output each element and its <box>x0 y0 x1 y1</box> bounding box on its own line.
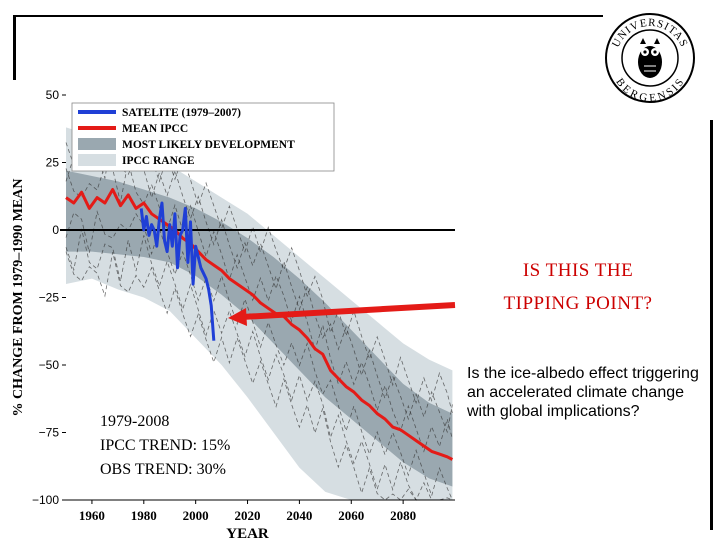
x-tick-label: 2000 <box>183 508 209 523</box>
legend-swatch-band <box>78 138 116 150</box>
slide-title-line-1: IS THIS THE <box>522 260 634 281</box>
x-axis-label: YEAR <box>226 526 269 540</box>
tipping-point-arrow <box>228 302 456 326</box>
legend-label: SATELITE (1979–2007) <box>122 107 241 119</box>
mean-ipcc-line <box>65 188 454 461</box>
svg-text:UNIVERSITAS: UNIVERSITAS <box>610 17 690 50</box>
frame-left-line <box>13 15 16 80</box>
slide-title-line-2: TIPPING POINT? <box>503 293 653 314</box>
model-run-line <box>65 228 453 501</box>
satellite-line <box>139 201 216 341</box>
x-tick-label: 2040 <box>286 508 312 523</box>
owl-icon <box>638 38 662 78</box>
trend-period: 1979-2008 <box>100 413 170 430</box>
obs-trend: OBS TREND: 30% <box>100 461 226 478</box>
model-run-line <box>65 251 453 501</box>
x-tick-label: 2020 <box>235 508 261 523</box>
legend-label: IPCC RANGE <box>122 155 195 167</box>
ipcc-trend: IPCC TREND: 15% <box>100 437 231 454</box>
y-tick-label: −25 <box>39 291 60 305</box>
model-run-line <box>65 210 453 501</box>
legend-label: MEAN IPCC <box>122 123 188 135</box>
y-tick-label: −75 <box>39 426 60 440</box>
y-tick-label: 50 <box>46 88 60 102</box>
x-tick-label: 2080 <box>390 508 416 523</box>
x-tick-label: 1960 <box>79 508 105 523</box>
svg-text:BERGENSIS: BERGENSIS <box>613 76 687 104</box>
legend-swatch-band <box>78 154 116 166</box>
model-run-line <box>65 161 453 453</box>
legend-label: MOST LIKELY DEVELOPMENT <box>122 139 295 151</box>
y-tick-label: −50 <box>39 358 60 372</box>
frame-top-line <box>13 15 603 17</box>
sea-ice-chart: 50 25 0 −25 −50 −75 −100 1960 1980 2000 2020 2040 20… <box>11 88 456 540</box>
likely-development-band <box>66 170 453 487</box>
university-seal-logo: UNIVERSITAS BERGENSIS <box>605 13 695 104</box>
y-tick-label: −100 <box>32 493 59 507</box>
logo-text-bottom: BERGENSIS <box>613 76 686 104</box>
x-tick-label: 1980 <box>131 508 157 523</box>
logo-text-top: UNIVERSITAS <box>610 17 689 50</box>
legend-layer: SATELITE (1979–2007) MEAN IPCC MOST LIKELY… <box>71 102 335 172</box>
x-tick-label: 2060 <box>338 508 364 523</box>
slide-note-text: Is the ice-albedo effect triggering an a… <box>467 365 699 420</box>
axes-layer: 50 25 0 −25 −50 −75 −100 1960 1980 2000 2020 2040 20… <box>11 88 455 540</box>
y-axis-label: % CHANGE FROM 1979–1990 MEAN <box>11 179 26 417</box>
likely-band-layer <box>66 170 453 487</box>
frame-right-line <box>710 120 713 530</box>
y-tick-label: 25 <box>46 156 60 170</box>
series-layer <box>65 188 454 461</box>
y-tick-label: 0 <box>52 223 59 237</box>
